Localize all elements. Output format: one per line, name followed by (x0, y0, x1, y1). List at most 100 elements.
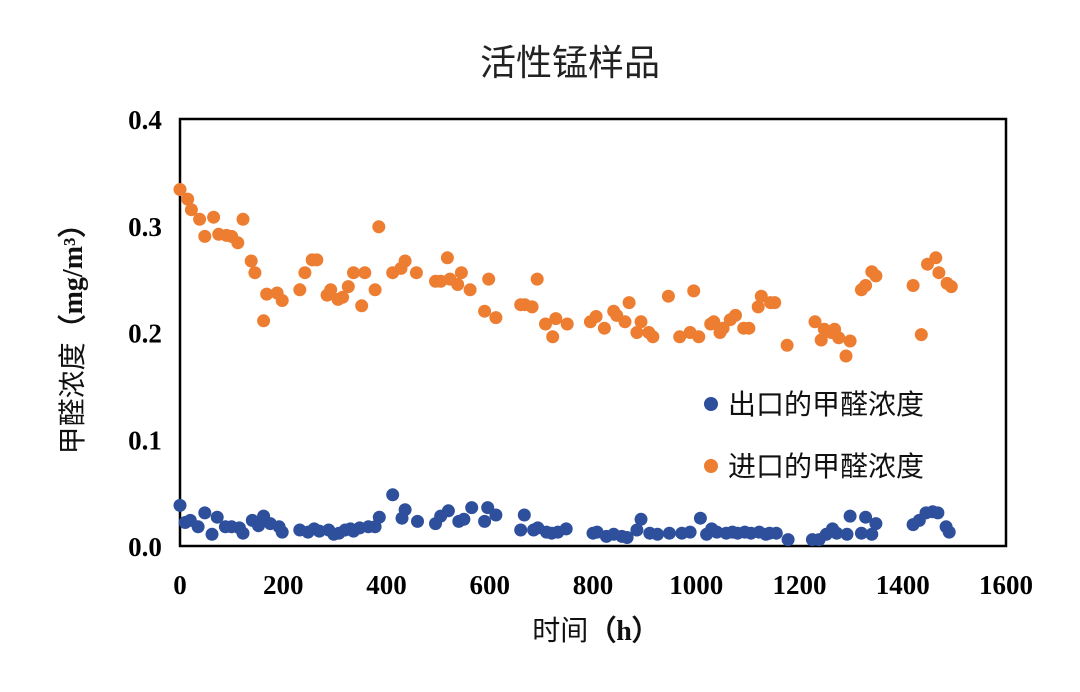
data-points (173, 183, 958, 547)
y-tick-label: 0.1 (128, 425, 162, 455)
y-tick-label: 0.4 (128, 105, 162, 135)
inlet-point (929, 251, 943, 265)
inlet-point (530, 272, 544, 286)
outlet-point (859, 510, 873, 524)
inlet-point (630, 326, 644, 339)
inlet-point (184, 203, 198, 217)
inlet-point (742, 321, 756, 335)
inlet-point (707, 315, 721, 329)
inlet-point (687, 284, 701, 298)
inlet-point (355, 299, 369, 313)
inlet-point (646, 330, 660, 344)
inlet-point (236, 212, 250, 226)
x-axis-title-main: 时间 (532, 614, 588, 647)
outlet-point (843, 509, 857, 523)
inlet-point (181, 192, 195, 206)
inlet-point (489, 311, 503, 325)
inlet-point (207, 210, 221, 224)
outlet-point (931, 506, 945, 520)
inlet-point (347, 266, 360, 280)
inlet-point (906, 279, 920, 292)
series-inlet (173, 183, 958, 363)
outlet-point (769, 526, 783, 540)
x-axis: 0 200 400 600 800 1000 1200 1400 1600 (173, 570, 1033, 600)
inlet-point (451, 278, 465, 291)
outlet-point (441, 504, 455, 518)
outlet-point (173, 498, 187, 512)
inlet-point (198, 229, 212, 243)
inlet-point (729, 308, 742, 322)
outlet-point (559, 522, 573, 536)
y-tick-label: 0.2 (128, 319, 162, 349)
outlet-point (210, 510, 224, 524)
outlet-point (372, 510, 386, 524)
outlet-point (830, 526, 844, 540)
inlet-point (257, 314, 271, 328)
outlet-point (651, 527, 664, 541)
legend: 出口的甲醛浓度 进口的甲醛浓度 (704, 388, 924, 483)
inlet-point (298, 266, 312, 280)
outlet-point (865, 527, 879, 541)
inlet-point (622, 296, 636, 310)
inlet-point (193, 212, 207, 226)
outlet-point (478, 514, 492, 528)
x-tick-label: 1600 (979, 570, 1033, 600)
inlet-point (780, 338, 794, 352)
outlet-point (398, 503, 412, 517)
inlet-point (231, 236, 245, 250)
inlet-point (661, 289, 675, 303)
legend-marker-inlet (704, 459, 718, 473)
inlet-point (478, 304, 492, 318)
inlet-point (754, 289, 768, 303)
y-axis-title: 甲醛浓度（mg/m³） (56, 210, 89, 455)
inlet-point (932, 266, 946, 280)
x-tick-label: 1000 (669, 570, 723, 600)
inlet-point (440, 251, 454, 265)
outlet-point (236, 526, 250, 540)
inlet-point (260, 287, 274, 301)
y-tick-label: 0.0 (128, 532, 162, 562)
inlet-point (293, 283, 307, 297)
inlet-point (560, 317, 574, 331)
inlet-point (597, 321, 611, 335)
outlet-point (275, 525, 289, 539)
inlet-point (248, 266, 262, 280)
outlet-point (942, 525, 956, 539)
inlet-point (716, 321, 730, 335)
inlet-point (914, 328, 928, 342)
inlet-point (358, 266, 372, 280)
inlet-point (692, 330, 706, 344)
legend-label-outlet: 出口的甲醛浓度 (728, 388, 924, 421)
chart-title: 活性锰样品 (480, 43, 660, 84)
inlet-point (336, 290, 350, 304)
outlet-point (634, 512, 648, 526)
inlet-point (814, 333, 828, 347)
outlet-point (630, 523, 644, 537)
inlet-point (869, 269, 883, 283)
legend-label-inlet: 进口的甲醛浓度 (728, 450, 924, 483)
outlet-point (662, 526, 676, 540)
legend-marker-outlet (704, 397, 718, 411)
inlet-point (539, 317, 552, 331)
x-tick-label: 200 (263, 570, 304, 600)
inlet-point (944, 280, 958, 294)
inlet-point (549, 312, 563, 326)
x-axis-title-unit: （h） (588, 614, 660, 647)
inlet-point (808, 315, 822, 329)
inlet-point (398, 254, 412, 268)
inlet-point (173, 183, 187, 196)
x-tick-label: 0 (173, 570, 187, 600)
outlet-point (205, 527, 219, 541)
y-axis-title-unit: （mg/m³） (56, 210, 89, 343)
x-tick-label: 800 (573, 570, 614, 600)
inlet-point (768, 296, 782, 310)
inlet-point (244, 254, 258, 268)
outlet-point (252, 519, 265, 533)
plot-area (178, 117, 1008, 548)
inlet-point (618, 315, 632, 329)
outlet-point (620, 531, 634, 544)
y-tick-label: 0.3 (128, 212, 162, 242)
outlet-point (683, 525, 697, 539)
outlet-point (198, 506, 212, 520)
